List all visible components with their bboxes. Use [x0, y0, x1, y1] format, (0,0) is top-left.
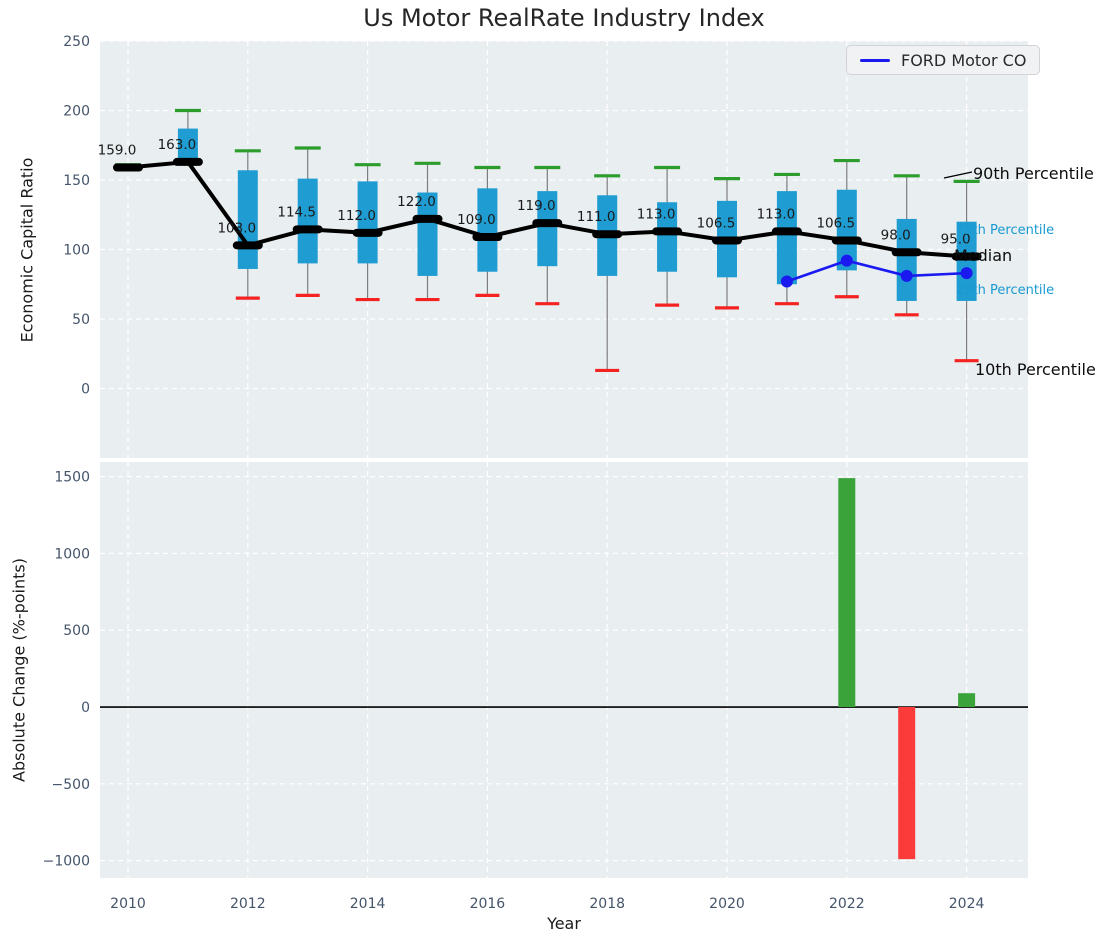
median-value-label-2024: 95.0: [941, 231, 971, 247]
top-y-axis-label: Economic Capital Ratio: [17, 157, 37, 343]
bar-2023: [898, 707, 916, 860]
box-2022: [836, 189, 857, 271]
median-marker-2022: [831, 236, 862, 245]
xtick-2014: 2014: [350, 896, 386, 912]
median-value-label-2012: 103.0: [217, 220, 256, 236]
median-marker-2012: [232, 241, 263, 250]
median-value-label-2017: 119.0: [517, 198, 556, 214]
box-2021: [776, 191, 797, 285]
median-value-label-2016: 109.0: [457, 212, 496, 228]
bottom-ytick--500: −500: [52, 777, 90, 793]
median-marker-2018: [592, 230, 623, 239]
median-marker-2021: [771, 227, 802, 236]
top-ytick-50: 50: [72, 312, 90, 328]
box-2011: [177, 128, 198, 162]
ford-point-2022: [840, 254, 853, 267]
bottom-ytick-1000: 1000: [54, 546, 90, 562]
top-ytick-0: 0: [81, 382, 90, 398]
chart-title: Us Motor RealRate Industry Index: [363, 4, 765, 32]
legend: FORD Motor CO: [846, 45, 1041, 75]
median-marker-2010: [113, 163, 143, 172]
xtick-2024: 2024: [949, 896, 985, 912]
annotation-90th-percentile: 90th Percentile: [973, 164, 1094, 183]
median-marker-2023: [891, 248, 922, 257]
annotation-25th-percentile: 25th Percentile: [956, 283, 1055, 298]
ford-line: [786, 259, 967, 283]
median-marker-2011: [172, 157, 203, 166]
box-2016: [477, 188, 498, 272]
bottom-ytick-0: 0: [81, 700, 90, 716]
box-2013: [297, 178, 318, 264]
bottom-axes-background: [100, 462, 1028, 878]
x-axis-label: Year: [547, 914, 581, 933]
annotation-median: Median: [954, 246, 1013, 265]
box-2019: [657, 202, 678, 272]
box-2015: [417, 192, 438, 276]
median-marker-2017: [532, 219, 563, 228]
bar-2022: [838, 478, 856, 708]
median-value-label-2015: 122.0: [397, 194, 436, 210]
median-value-label-2023: 98.0: [881, 227, 911, 243]
median-value-label-2014: 112.0: [337, 208, 376, 224]
xtick-2020: 2020: [709, 896, 745, 912]
bottom-ytick-1500: 1500: [54, 470, 90, 486]
ford-point-2023: [900, 269, 913, 282]
xtick-2018: 2018: [589, 896, 625, 912]
box-2023: [896, 218, 917, 301]
median-value-label-2019: 113.0: [637, 206, 676, 222]
top-ytick-200: 200: [63, 104, 90, 120]
xtick-2010: 2010: [110, 896, 146, 912]
median-marker-2020: [712, 236, 742, 245]
ford-point-2021: [780, 275, 793, 288]
median-marker-2016: [472, 232, 503, 241]
box-2014: [357, 181, 378, 264]
median-value-label-2018: 111.0: [577, 209, 616, 225]
median-value-label-2010: 159.0: [98, 142, 137, 158]
median-value-label-2020: 106.5: [697, 215, 736, 231]
legend-label: FORD Motor CO: [901, 50, 1027, 70]
top-ytick-250: 250: [63, 34, 90, 50]
median-marker-2019: [652, 227, 683, 236]
bottom-ytick-500: 500: [63, 623, 90, 639]
median-value-label-2011: 163.0: [158, 137, 197, 153]
xtick-2016: 2016: [470, 896, 506, 912]
ford-point-2024: [960, 267, 973, 280]
bar-2024: [958, 693, 976, 708]
median-value-label-2021: 113.0: [757, 206, 796, 222]
bottom-ytick--1000: −1000: [43, 854, 90, 870]
annotation-leader-90th: [943, 171, 973, 179]
box-2024: [956, 221, 977, 301]
top-ytick-150: 150: [63, 173, 90, 189]
annotation-75th-percentile: 75th Percentile: [956, 223, 1055, 238]
median-marker-2013: [292, 225, 323, 234]
median-value-label-2022: 106.5: [816, 215, 855, 231]
box-2017: [537, 191, 558, 267]
bottom-y-axis-label: Absolute Change (%-points): [9, 558, 29, 782]
xtick-2012: 2012: [230, 896, 266, 912]
xtick-2022: 2022: [829, 896, 865, 912]
median-marker-2014: [352, 228, 383, 237]
median-marker-2024: [951, 252, 982, 261]
median-value-label-2013: 114.5: [277, 204, 316, 220]
legend-line-sample: [860, 58, 890, 62]
median-marker-2015: [412, 214, 443, 223]
annotation-10th-percentile: 10th Percentile: [975, 360, 1096, 379]
top-ytick-100: 100: [63, 243, 90, 259]
